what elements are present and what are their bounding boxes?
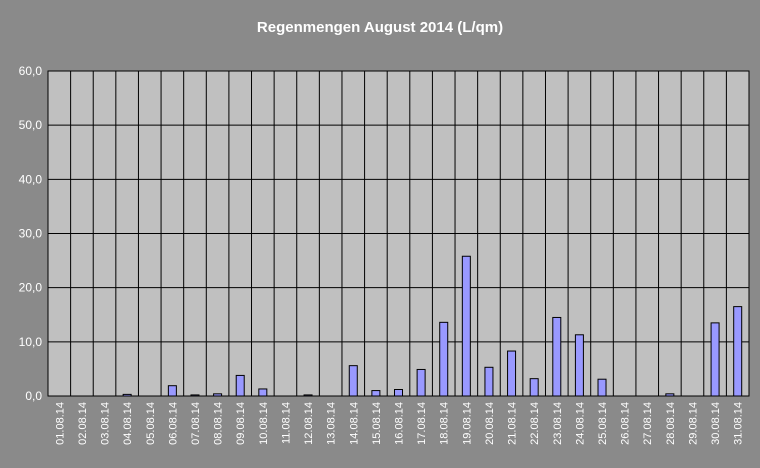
bar — [733, 306, 743, 397]
bar — [167, 385, 177, 397]
bar — [394, 389, 403, 397]
x-tick-label: 02.08.14 — [77, 402, 89, 445]
x-tick-label: 03.08.14 — [100, 402, 112, 445]
x-tick-label: 19.08.14 — [461, 402, 473, 445]
y-tick-label: 40,0 — [19, 172, 43, 186]
bar — [552, 316, 562, 397]
x-tick-label: 06.08.14 — [167, 402, 179, 445]
bar — [529, 378, 539, 397]
y-tick-label: 0,0 — [25, 389, 42, 403]
bar — [710, 322, 720, 397]
gridlines — [48, 70, 749, 397]
x-tick-label: 29.08.14 — [687, 402, 699, 445]
x-tick-label: 27.08.14 — [642, 402, 654, 445]
bar — [461, 255, 471, 397]
bar — [371, 390, 381, 397]
x-axis-ticks: 01.08.14 02.08.14 03.08.14 04.08.14 05.08.14… — [54, 402, 744, 445]
x-tick-label: 09.08.14 — [235, 402, 247, 445]
bar — [258, 388, 268, 397]
x-tick-label: 25.08.14 — [597, 402, 609, 445]
chart-title: Regenmengen August 2014 (L/qm) — [257, 19, 503, 36]
x-tick-label: 16.08.14 — [394, 402, 406, 445]
x-tick-label: 18.08.14 — [439, 402, 451, 445]
y-tick-label: 60,0 — [19, 64, 43, 78]
x-tick-label: 14.08.14 — [348, 402, 360, 445]
bar — [597, 378, 607, 397]
x-tick-label: 24.08.14 — [574, 402, 586, 445]
x-tick-label: 05.08.14 — [145, 402, 157, 445]
x-tick-label: 07.08.14 — [190, 402, 202, 445]
x-tick-label: 11.08.14 — [280, 402, 292, 444]
x-tick-label: 01.08.14 — [54, 402, 66, 445]
bar — [190, 394, 200, 397]
bar — [484, 366, 494, 397]
bar — [665, 393, 675, 397]
y-tick-label: 50,0 — [19, 118, 43, 132]
bar — [348, 365, 358, 397]
y-tick-label: 20,0 — [19, 281, 43, 295]
x-tick-label: 17.08.14 — [416, 402, 428, 445]
x-tick-label: 28.08.14 — [665, 402, 677, 445]
bar — [122, 393, 132, 397]
bar — [303, 394, 313, 397]
bar — [416, 368, 426, 397]
bar — [439, 321, 449, 397]
bar — [213, 393, 223, 397]
y-axis-ticks: 0,0 10,0 20,0 30,0 40,0 50,0 60,0 — [19, 64, 43, 403]
y-tick-label: 30,0 — [19, 227, 43, 241]
bar — [235, 374, 245, 397]
x-tick-label: 30.08.14 — [710, 402, 722, 445]
y-tick-label: 10,0 — [19, 335, 43, 349]
bar — [574, 334, 584, 397]
x-tick-label: 22.08.14 — [529, 402, 541, 445]
bar — [507, 350, 517, 397]
x-tick-label: 15.08.14 — [371, 402, 383, 445]
x-tick-label: 12.08.14 — [303, 402, 315, 445]
x-tick-label: 04.08.14 — [122, 402, 134, 445]
x-tick-label: 31.08.14 — [733, 402, 745, 445]
x-tick-label: 13.08.14 — [326, 402, 338, 445]
x-tick-label: 08.08.14 — [213, 402, 225, 445]
x-tick-label: 20.08.14 — [484, 402, 496, 445]
x-tick-label: 21.08.14 — [507, 402, 519, 445]
bars — [122, 255, 743, 397]
x-tick-label: 23.08.14 — [552, 402, 564, 445]
x-tick-label: 26.08.14 — [620, 402, 632, 445]
x-tick-label: 10.08.14 — [258, 402, 270, 445]
